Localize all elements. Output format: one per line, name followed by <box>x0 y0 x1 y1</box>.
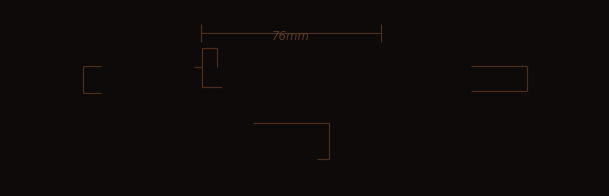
Text: 76mm: 76mm <box>272 30 310 43</box>
